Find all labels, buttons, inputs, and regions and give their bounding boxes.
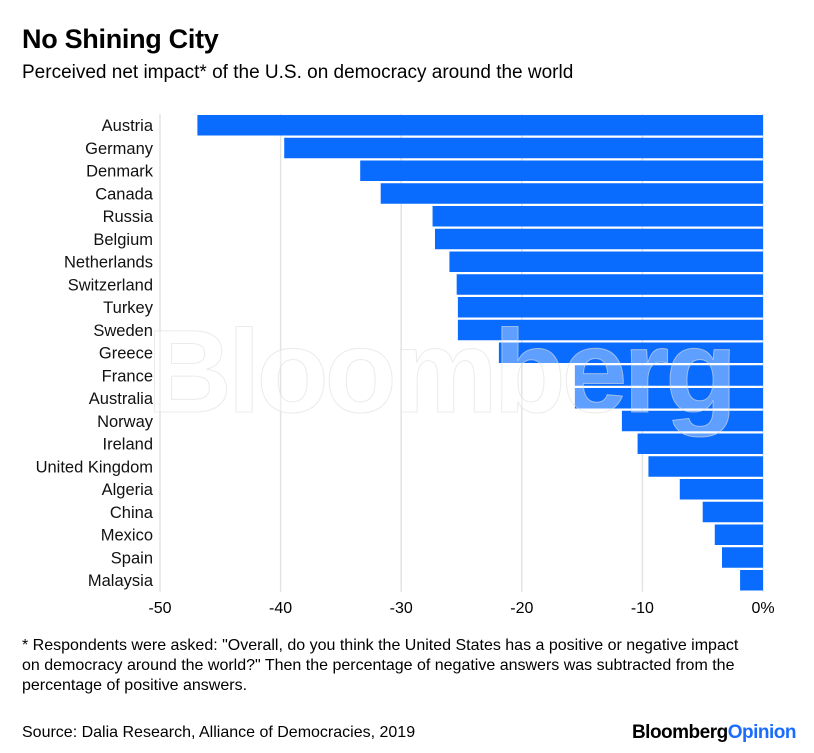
bar-germany bbox=[284, 137, 763, 159]
category-label: Turkey bbox=[103, 299, 154, 317]
x-tick-label: -50 bbox=[148, 600, 171, 617]
bar-belgium bbox=[434, 228, 763, 250]
bar-sweden bbox=[457, 319, 763, 341]
category-label: Austria bbox=[102, 117, 154, 135]
x-tick-label: -20 bbox=[510, 600, 533, 617]
bloomberg-opinion-logo: BloombergOpinion bbox=[631, 722, 797, 744]
bar-canada bbox=[380, 183, 763, 204]
category-label: Australia bbox=[89, 390, 154, 408]
category-label: Canada bbox=[95, 185, 154, 203]
bar-netherlands bbox=[449, 251, 763, 272]
category-label: China bbox=[110, 504, 154, 522]
x-tick-label: 0% bbox=[751, 600, 774, 617]
chart-title: No Shining City bbox=[22, 24, 219, 54]
category-label: Netherlands bbox=[64, 254, 153, 272]
bar-united-kingdom bbox=[648, 456, 763, 477]
source-text: Source: Dalia Research, Alliance of Demo… bbox=[22, 724, 416, 741]
bar-china bbox=[702, 501, 763, 523]
category-label: Spain bbox=[111, 549, 153, 567]
logo-suffix: Opinion bbox=[727, 722, 797, 743]
chart-subtitle: Perceived net impact* of the U.S. on dem… bbox=[22, 62, 574, 83]
x-tick-label: -40 bbox=[269, 600, 292, 617]
category-label: Belgium bbox=[93, 231, 153, 249]
bar-spain bbox=[721, 547, 763, 568]
bar-france bbox=[574, 365, 763, 386]
category-label: United Kingdom bbox=[36, 458, 153, 476]
x-tick-label: -10 bbox=[631, 600, 654, 617]
bar-austria bbox=[197, 115, 764, 136]
bar-ireland bbox=[637, 433, 763, 454]
category-label: Algeria bbox=[102, 481, 154, 499]
category-label: Mexico bbox=[101, 527, 153, 545]
category-label: Sweden bbox=[93, 322, 153, 340]
category-label: Ireland bbox=[103, 436, 153, 454]
category-label: Greece bbox=[99, 345, 153, 363]
category-label: Denmark bbox=[86, 163, 154, 181]
bar-russia bbox=[432, 206, 763, 227]
bar-algeria bbox=[679, 479, 763, 500]
bar-mexico bbox=[714, 524, 763, 545]
category-label: Germany bbox=[85, 140, 154, 158]
logo-main: Bloomberg bbox=[631, 722, 728, 743]
category-label: France bbox=[102, 367, 153, 385]
footnote: * Respondents were asked: "Overall, do y… bbox=[22, 637, 739, 694]
bar-malaysia bbox=[740, 570, 763, 591]
x-tick-label: -30 bbox=[390, 600, 413, 617]
bloomberg-watermark: Bloomberg bbox=[147, 306, 734, 438]
category-label: Norway bbox=[97, 413, 154, 431]
category-label: Malaysia bbox=[88, 572, 154, 590]
bar-norway bbox=[621, 410, 763, 432]
bar-turkey bbox=[457, 297, 763, 318]
bar-greece bbox=[498, 342, 763, 363]
bar-denmark bbox=[360, 160, 763, 181]
category-label: Switzerland bbox=[68, 276, 153, 294]
category-label: Russia bbox=[103, 208, 154, 226]
bar-switzerland bbox=[456, 274, 763, 295]
bar-australia bbox=[574, 388, 763, 409]
